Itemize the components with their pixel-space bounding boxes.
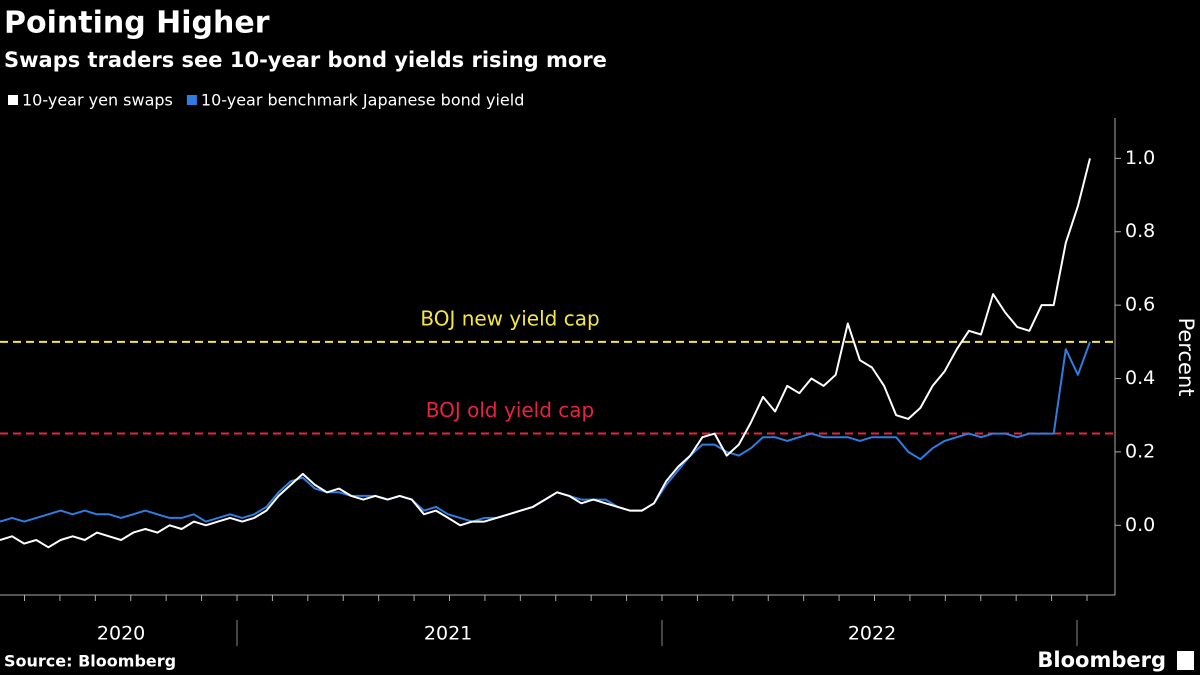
annotation: BOJ old yield cap: [426, 398, 594, 422]
legend-swatch: [8, 95, 18, 105]
legend-label: 10-year yen swaps: [22, 91, 173, 110]
chart-title: Pointing Higher: [4, 6, 270, 41]
brand: Bloomberg: [1037, 648, 1166, 672]
x-tick-label: 2022: [848, 623, 896, 645]
y-tick-label: 0.0: [1125, 514, 1155, 536]
y-tick-label: 0.8: [1125, 220, 1155, 242]
y-tick-label: 1.0: [1125, 147, 1155, 169]
legend-label: 10-year benchmark Japanese bond yield: [201, 91, 524, 110]
y-tick-label: 0.2: [1125, 440, 1155, 462]
series-line: [0, 158, 1091, 549]
y-axis-label: Percent: [1174, 317, 1198, 396]
chart-subtitle: Swaps traders see 10-year bond yields ri…: [4, 48, 607, 72]
x-tick-label: 2020: [97, 623, 145, 645]
series-line: [0, 341, 1091, 523]
y-tick-label: 0.6: [1125, 294, 1155, 316]
legend-swatch: [186, 95, 197, 105]
annotation: BOJ new yield cap: [420, 306, 599, 330]
y-tick-label: 0.4: [1125, 367, 1155, 389]
source: Source: Bloomberg: [4, 652, 176, 671]
x-tick-label: 2021: [424, 623, 472, 645]
brand-icon: [1177, 651, 1194, 670]
